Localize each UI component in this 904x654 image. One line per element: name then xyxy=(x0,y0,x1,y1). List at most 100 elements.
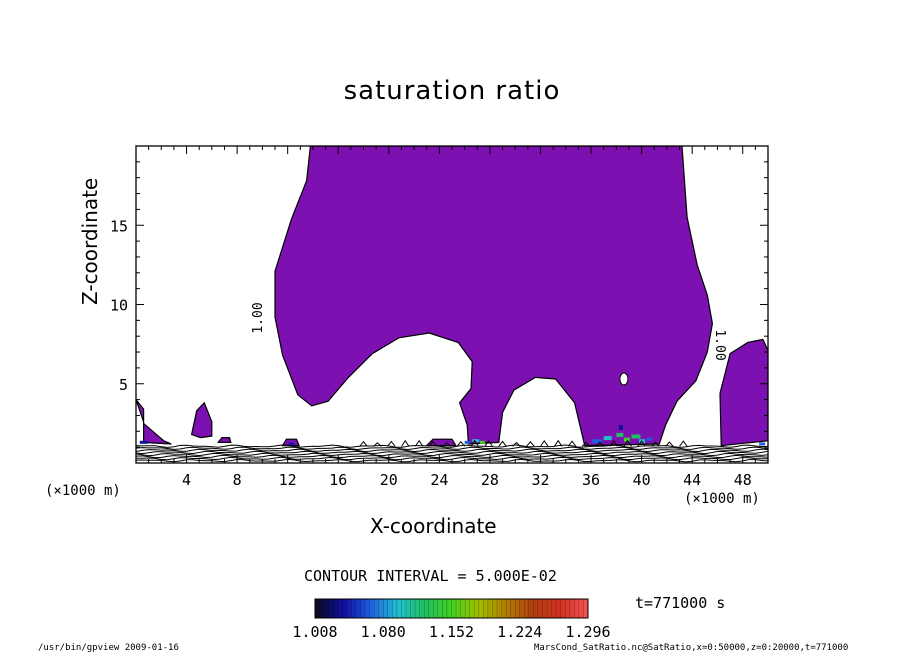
surface-contour xyxy=(136,454,768,459)
colorbar-cell xyxy=(537,599,543,618)
supersaturation-patch xyxy=(479,440,485,444)
colorbar-cell xyxy=(374,599,379,618)
x-unit-left: (×1000 m) xyxy=(45,483,121,499)
colorbar-cell xyxy=(551,599,557,618)
colorbar-cell xyxy=(365,599,370,618)
surface-bump xyxy=(428,440,438,447)
colorbar-cell xyxy=(360,599,366,618)
colorbar-cell xyxy=(396,599,402,618)
surface-contour xyxy=(136,452,768,457)
colorbar-cell xyxy=(542,599,548,618)
supersaturation-patch xyxy=(139,440,148,444)
x-tick-label: 24 xyxy=(430,471,448,489)
surface-contour xyxy=(136,446,768,451)
x-tick-labels: 4 8 12 16 20 24 28 32 36 40 44 48 xyxy=(182,471,752,489)
colorbar-cell xyxy=(437,599,443,618)
colorbar-cell xyxy=(451,599,457,618)
chart-title: saturation ratio xyxy=(343,76,561,106)
surface-bump xyxy=(484,439,493,447)
colorbar-cell xyxy=(369,599,375,618)
colorbar-cell xyxy=(342,599,348,618)
x-tick-label: 20 xyxy=(380,471,398,489)
surface-bump xyxy=(414,439,424,447)
y-tick-label: 5 xyxy=(119,376,128,394)
colorbar-cell xyxy=(315,599,320,618)
colorbar-cell xyxy=(442,599,448,618)
supersaturation-patch xyxy=(472,439,480,443)
x-tick-label: 48 xyxy=(734,471,752,489)
colorbar xyxy=(314,598,589,619)
surface-contour xyxy=(136,450,768,455)
colorbar-cell xyxy=(383,599,389,618)
colorbar-cell xyxy=(401,599,407,618)
x-tick-label: 12 xyxy=(279,471,297,489)
colorbar-cell xyxy=(497,599,502,618)
supersaturation-patch xyxy=(603,436,612,441)
colorbar-cell xyxy=(410,599,416,618)
surface-bump xyxy=(387,440,396,447)
footer-source: MarsCond_SatRatio.nc@SatRatio,x=0:50000,… xyxy=(534,643,849,653)
supersaturation-patch xyxy=(288,442,294,446)
footer-program-date: /usr/bin/gpview 2009-01-16 xyxy=(38,643,179,653)
surface-bump xyxy=(609,440,618,447)
colorbar-cell xyxy=(406,599,411,618)
x-tick-label: 16 xyxy=(329,471,347,489)
colorbar-cell xyxy=(392,599,398,618)
colorbar-cell xyxy=(446,599,452,618)
colorbar-tick-label: 1.008 xyxy=(292,623,337,641)
colorbar-cell xyxy=(560,599,566,618)
colorbar-tick-labels: 1.008 1.080 1.152 1.224 1.296 xyxy=(292,623,610,641)
saturated-contour xyxy=(190,401,213,439)
colorbar-tick-label: 1.296 xyxy=(565,623,610,641)
surface-bump xyxy=(442,442,452,447)
colorbar-cell xyxy=(510,599,516,618)
colorbar-cell xyxy=(355,599,361,618)
surface-bump xyxy=(623,439,632,447)
supersaturation-patch xyxy=(631,434,641,439)
colorbar-cell xyxy=(378,599,384,618)
colorbar-cell xyxy=(456,599,461,618)
saturated-region xyxy=(136,146,768,447)
x-tick-label: 32 xyxy=(531,471,549,489)
y-tick-labels: 5 10 15 xyxy=(110,217,128,394)
x-axis-label: X-coordinate xyxy=(370,514,497,538)
colorbar-cell xyxy=(428,599,434,618)
colorbar-tick-label: 1.152 xyxy=(429,623,474,641)
colorbar-cell xyxy=(324,599,329,618)
contour-label: 1.00 xyxy=(251,302,266,333)
x-tick-label: 40 xyxy=(633,471,651,489)
surface-bump xyxy=(540,440,549,447)
contour-interval: CONTOUR INTERVAL = 5.000E-02 xyxy=(304,567,557,585)
colorbar-cell xyxy=(487,599,493,618)
colorbar-cell xyxy=(469,599,475,618)
colorbar-cell xyxy=(415,599,420,618)
surface-bump xyxy=(553,439,563,447)
x-tick-label: 44 xyxy=(683,471,701,489)
time-label: t=771000 s xyxy=(635,594,726,612)
supersaturation-patch xyxy=(592,439,603,444)
surface-contour xyxy=(136,448,768,453)
colorbar-cell xyxy=(483,599,489,618)
colorbar-cell xyxy=(583,599,589,618)
surface-contour xyxy=(136,444,768,448)
colorbar-cell xyxy=(465,599,470,618)
y-tick-label: 15 xyxy=(110,217,128,235)
surface-bump xyxy=(498,440,507,447)
supersaturation-patch xyxy=(616,432,624,437)
saturated-contour xyxy=(719,338,768,447)
colorbar-cell xyxy=(574,599,580,618)
colorbar-cell xyxy=(556,599,561,618)
colorbar-cell xyxy=(351,599,357,618)
colorbar-cell xyxy=(547,599,552,618)
surface-bump xyxy=(665,441,674,447)
colorbar-cell xyxy=(478,599,484,618)
colorbar-cell xyxy=(515,599,521,618)
colorbar-cell xyxy=(474,599,480,618)
colorbar-cell xyxy=(419,599,425,618)
colorbar-cell xyxy=(578,599,584,618)
colorbar-cell xyxy=(433,599,439,618)
colorbar-tick-label: 1.080 xyxy=(361,623,406,641)
supersaturation-patch xyxy=(759,442,766,446)
x-tick-label: 36 xyxy=(582,471,600,489)
